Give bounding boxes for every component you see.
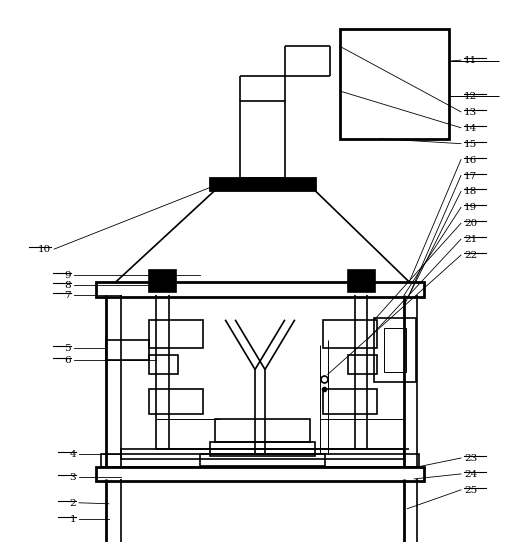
Bar [149, 270, 177, 292]
Bar [348, 355, 377, 375]
Bar [200, 454, 325, 466]
Text: 2: 2 [69, 499, 76, 508]
Bar [211, 442, 315, 456]
Text: 21: 21 [464, 235, 477, 244]
Text: 3: 3 [69, 473, 76, 482]
Bar [323, 389, 377, 414]
Text: 19: 19 [464, 204, 477, 212]
Bar [323, 320, 377, 348]
Bar [348, 270, 376, 292]
Text: 11: 11 [464, 56, 477, 65]
Text: 1: 1 [69, 515, 76, 523]
Bar [340, 29, 449, 138]
Bar [375, 318, 416, 382]
Bar [106, 339, 149, 359]
Text: 10: 10 [38, 245, 51, 254]
Text: 9: 9 [65, 271, 71, 280]
Text: 15: 15 [464, 140, 477, 149]
Text: 12: 12 [464, 92, 477, 101]
Bar [121, 449, 404, 459]
Bar [240, 101, 285, 179]
Text: 8: 8 [65, 281, 71, 290]
Text: 6: 6 [65, 356, 71, 364]
Text: 4: 4 [69, 450, 76, 459]
Bar [96, 282, 424, 297]
Bar [149, 320, 203, 348]
Text: 5: 5 [65, 344, 71, 352]
Bar [215, 419, 310, 442]
Bar [101, 454, 419, 467]
Text: 20: 20 [464, 219, 477, 228]
Text: 7: 7 [65, 291, 71, 300]
Text: 23: 23 [464, 454, 477, 463]
Text: 22: 22 [464, 251, 477, 260]
Text: 24: 24 [464, 470, 477, 479]
Bar [385, 328, 406, 372]
Text: 17: 17 [464, 172, 477, 180]
Text: 14: 14 [464, 124, 477, 133]
Text: 25: 25 [464, 486, 477, 495]
Bar [149, 355, 178, 375]
Bar [96, 467, 424, 481]
Text: 18: 18 [464, 187, 477, 197]
Bar [149, 389, 203, 414]
Text: 13: 13 [464, 108, 477, 117]
Bar [211, 179, 315, 191]
Text: 16: 16 [464, 156, 477, 165]
